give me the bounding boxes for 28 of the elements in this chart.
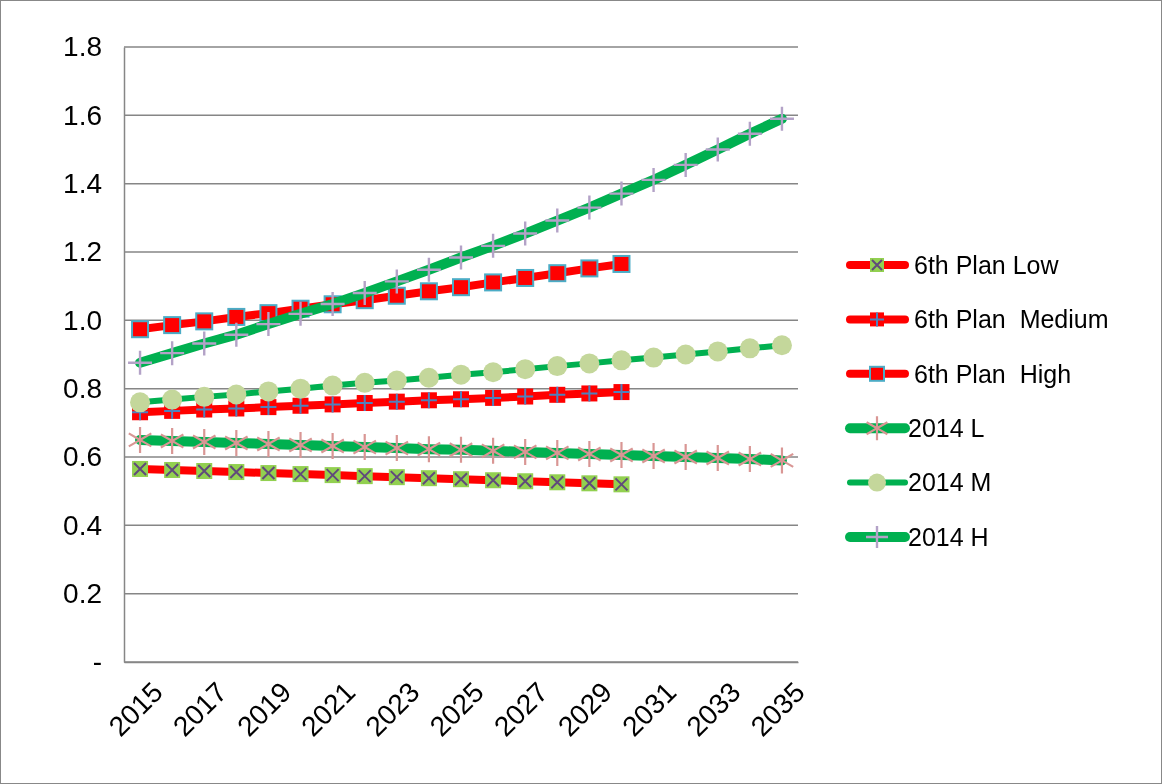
point <box>227 307 246 326</box>
point <box>131 320 150 339</box>
point <box>387 286 406 305</box>
point <box>195 312 214 331</box>
point <box>452 278 470 297</box>
y-tick-label: 1.0 <box>63 304 102 336</box>
point <box>484 273 503 292</box>
point <box>548 264 567 283</box>
legend-label: 2014 M <box>908 468 992 497</box>
legend-label: 2014 L <box>908 413 985 442</box>
point <box>516 268 535 287</box>
y-tick-label: 0.4 <box>63 509 102 541</box>
y-tick-label: 0.8 <box>63 373 102 405</box>
y-tick-label: 0.2 <box>63 578 102 610</box>
legend-label: 6th Plan High <box>914 359 1072 388</box>
legend-label: 2014 H <box>908 522 989 551</box>
y-tick-label: 0.6 <box>63 441 102 473</box>
y-tick-label: - <box>92 646 102 678</box>
legend-label: 6th Plan Low <box>914 250 1060 279</box>
point <box>612 254 631 273</box>
legend-label: 6th Plan Medium <box>914 305 1109 334</box>
y-tick-label: 1.8 <box>63 31 102 63</box>
point <box>163 316 182 335</box>
y-tick-label: 1.6 <box>63 99 102 131</box>
y-tick-label: 1.2 <box>63 236 102 268</box>
y-tick-label: 1.4 <box>63 168 102 200</box>
point <box>419 282 438 301</box>
point <box>580 259 599 278</box>
